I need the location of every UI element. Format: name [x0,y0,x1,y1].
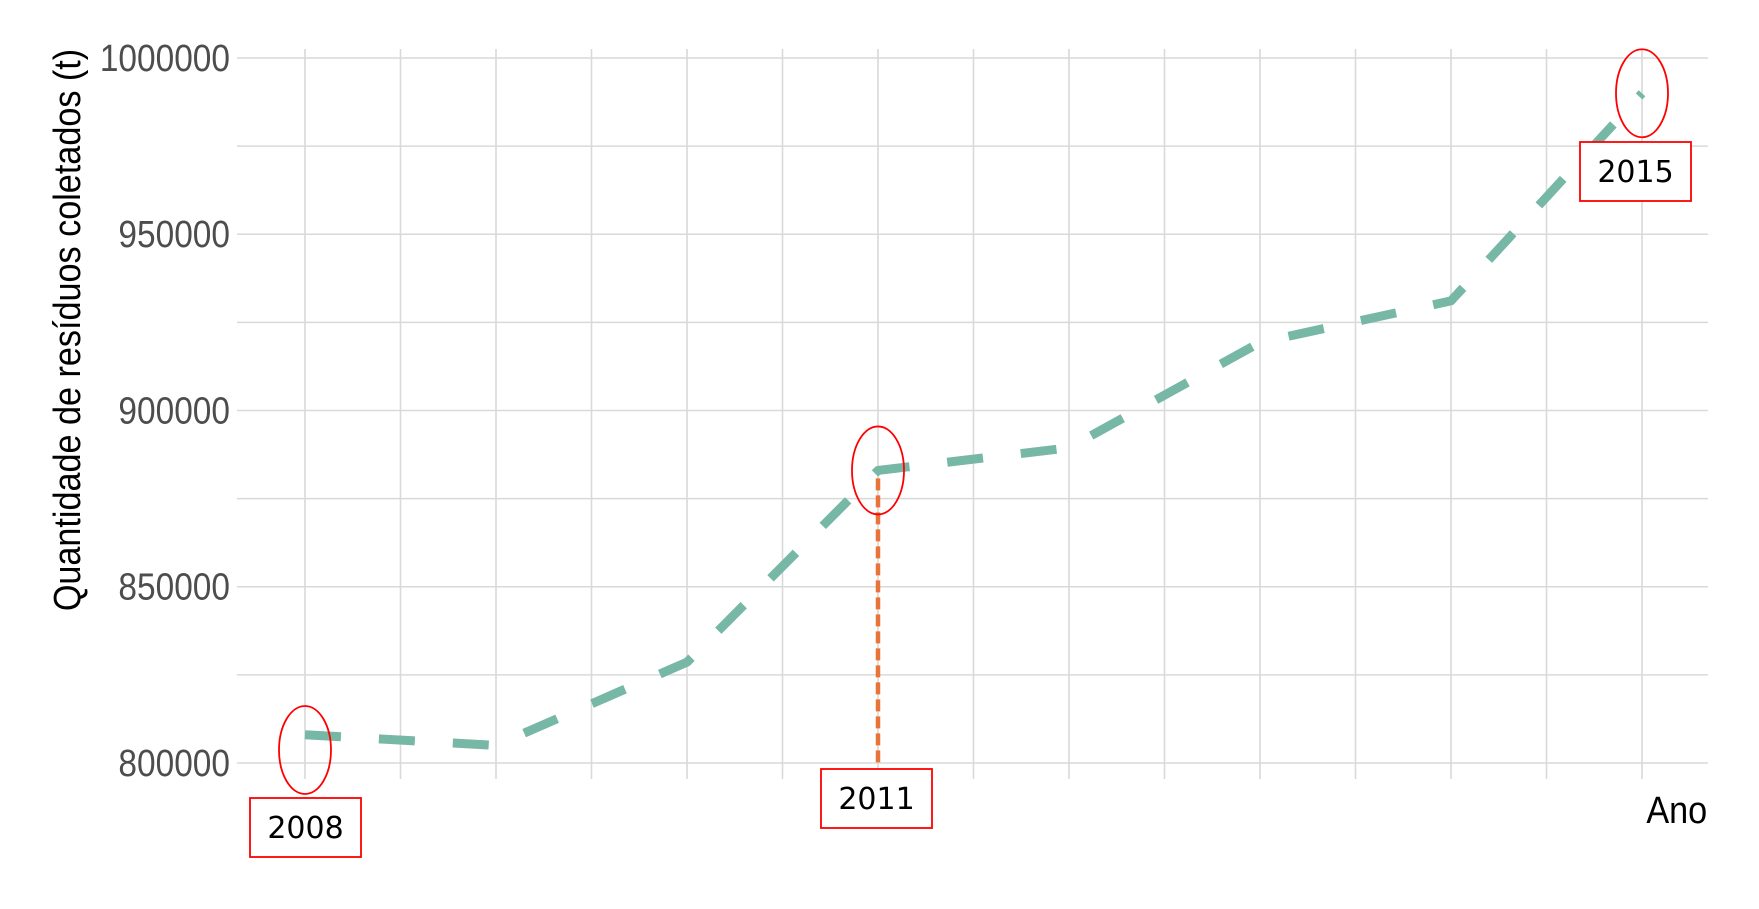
annotation-label: 2011 [838,782,914,817]
annotation-box [820,768,933,829]
y-tick-labels: 800000 850000 900000 950000 1000000 [100,37,230,784]
gridlines [237,49,1708,779]
annotations: 2008 2011 2015 [249,48,1692,858]
highlight-ellipse [851,425,905,516]
y-tick-label: 1000000 [100,37,230,79]
x-axis-title: Ano [1646,788,1707,831]
annotation-box [1579,141,1692,202]
annotation-box [249,797,362,858]
series-line [304,90,1646,750]
y-tick-label: 900000 [118,390,230,432]
y-tick-label: 800000 [118,742,230,784]
annotation-label: 2008 [267,811,343,846]
series-lines [304,90,1646,750]
y-tick-label: 950000 [118,213,230,255]
highlight-ellipse [1615,48,1669,139]
y-axis-title: Quantidade de resíduos coletados (t) [45,49,88,611]
annotation-label: 2015 [1597,155,1673,190]
y-tick-label: 850000 [118,566,230,608]
highlight-ellipse [278,705,332,795]
